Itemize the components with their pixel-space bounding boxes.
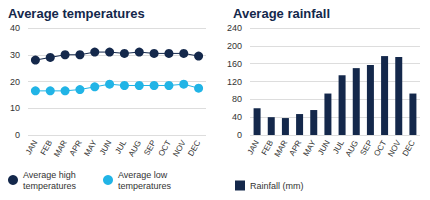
- svg-text:JAN: JAN: [246, 139, 261, 157]
- svg-text:JUL: JUL: [113, 138, 129, 156]
- svg-text:FEB: FEB: [259, 138, 276, 157]
- svg-text:120: 120: [227, 77, 242, 87]
- svg-text:40: 40: [232, 112, 242, 122]
- svg-text:OCT: OCT: [157, 139, 173, 158]
- svg-text:Average rainfall: Average rainfall: [233, 6, 330, 21]
- svg-text:MAY: MAY: [82, 138, 98, 158]
- svg-text:MAR: MAR: [273, 139, 290, 159]
- svg-text:AUG: AUG: [127, 139, 143, 158]
- svg-text:DEC: DEC: [186, 139, 202, 158]
- svg-text:NOV: NOV: [386, 138, 403, 158]
- svg-text:FEB: FEB: [38, 138, 55, 157]
- svg-text:0: 0: [237, 130, 242, 140]
- svg-text:temperatures: temperatures: [23, 181, 77, 191]
- svg-text:160: 160: [227, 59, 242, 69]
- svg-text:MAR: MAR: [52, 139, 69, 159]
- svg-text:10: 10: [10, 103, 20, 113]
- svg-text:NOV: NOV: [171, 138, 188, 158]
- svg-text:MAY: MAY: [301, 138, 317, 158]
- svg-text:JUL: JUL: [331, 138, 346, 156]
- svg-text:JUN: JUN: [316, 139, 332, 157]
- svg-text:DEC: DEC: [401, 139, 417, 158]
- svg-text:SEP: SEP: [359, 139, 375, 157]
- svg-text:200: 200: [227, 41, 242, 51]
- svg-text:APR: APR: [68, 139, 84, 158]
- svg-text:AUG: AUG: [344, 139, 360, 158]
- svg-text:JUN: JUN: [98, 139, 114, 157]
- svg-text:Average low: Average low: [118, 170, 170, 180]
- svg-text:APR: APR: [287, 139, 303, 158]
- svg-text:OCT: OCT: [372, 139, 388, 158]
- svg-text:0: 0: [15, 130, 20, 140]
- svg-text:80: 80: [232, 94, 242, 104]
- svg-text:40: 40: [10, 23, 20, 33]
- svg-text:Average temperatures: Average temperatures: [8, 6, 145, 21]
- svg-text:240: 240: [227, 23, 242, 33]
- svg-text:SEP: SEP: [142, 139, 158, 157]
- svg-text:temperatures: temperatures: [118, 181, 172, 191]
- svg-text:30: 30: [10, 50, 20, 60]
- svg-text:Rainfall (mm): Rainfall (mm): [250, 181, 304, 191]
- svg-text:JAN: JAN: [24, 139, 39, 157]
- svg-text:20: 20: [10, 77, 20, 87]
- svg-text:Average high: Average high: [23, 170, 78, 180]
